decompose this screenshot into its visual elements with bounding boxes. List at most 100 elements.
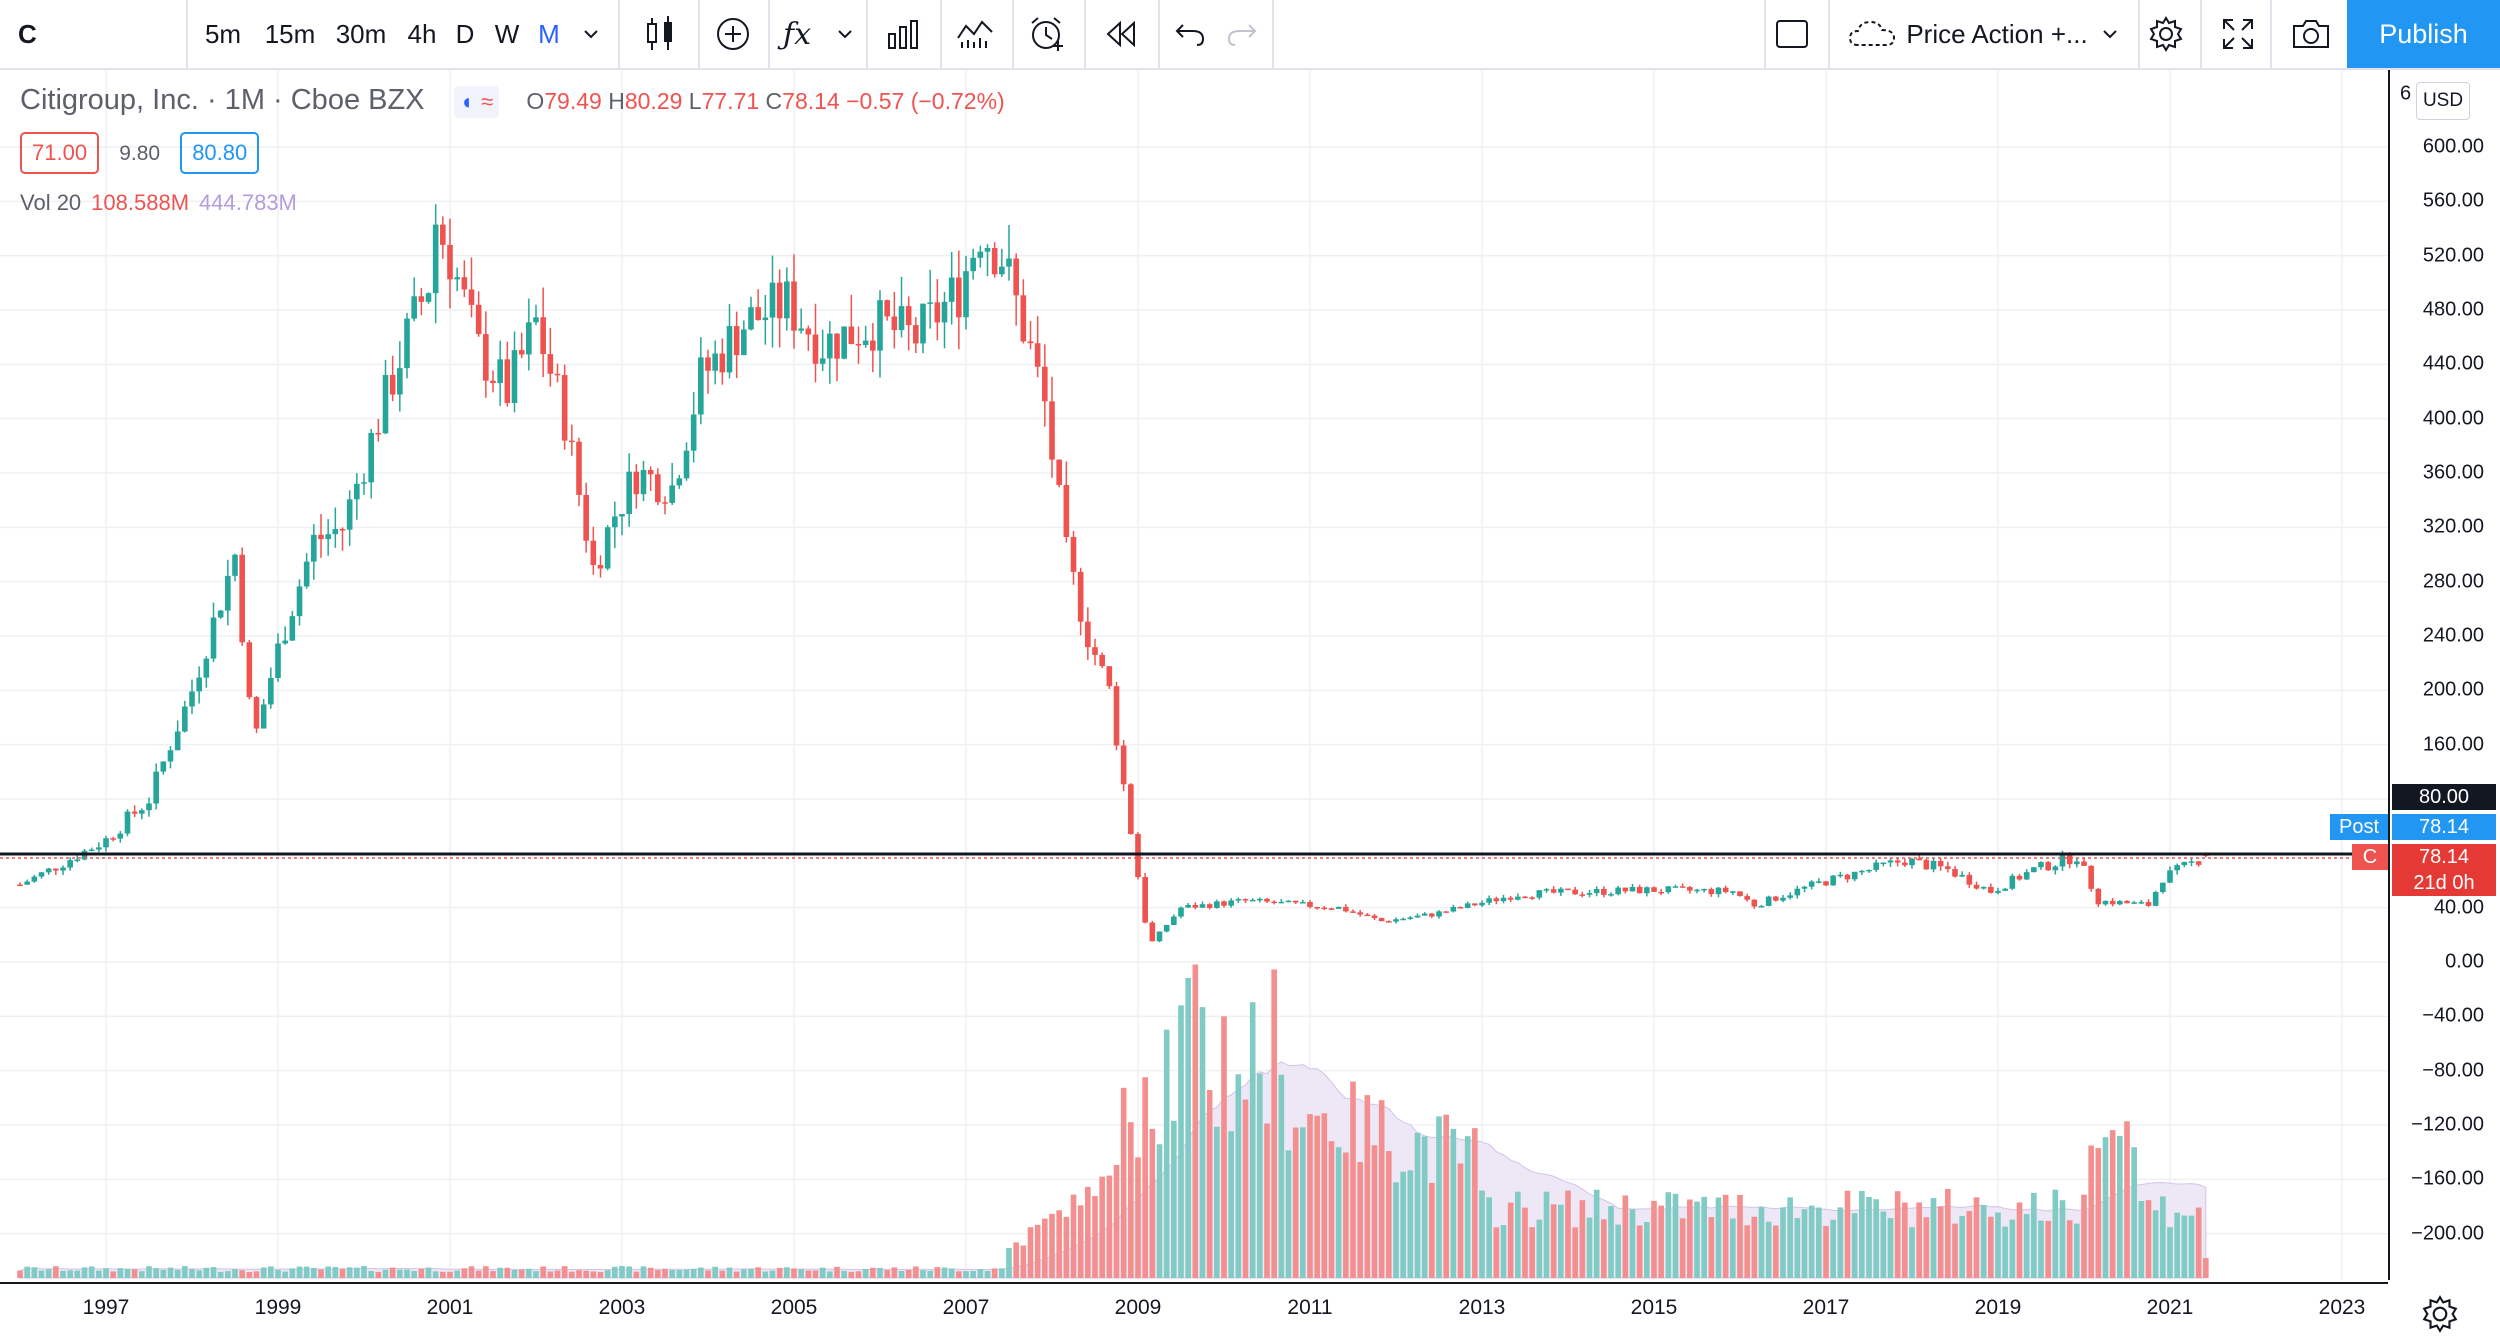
candle-body	[870, 340, 876, 351]
currency-button[interactable]: USD	[2416, 82, 2470, 120]
volume-bars	[17, 964, 2209, 1278]
candle-body	[1866, 869, 1872, 872]
screenshot-button[interactable]	[2284, 0, 2338, 68]
interval-w-button[interactable]: W	[494, 18, 520, 49]
candle-body	[1679, 886, 1686, 888]
volume-bar	[619, 1266, 625, 1278]
volume-bar	[2059, 1200, 2066, 1278]
volume-bar	[418, 1268, 425, 1278]
candle-body	[1206, 904, 1213, 908]
candle-body	[260, 704, 267, 729]
publish-button[interactable]: Publish	[2347, 0, 2500, 68]
settings-button[interactable]	[2140, 0, 2192, 68]
price-tick-label: 200.00	[2422, 678, 2484, 701]
layout-name-button[interactable]: Price Action +...	[1838, 0, 2098, 68]
scale-settings-button[interactable]	[2420, 1294, 2460, 1334]
market-status-badge[interactable]: ◖ ≈	[453, 86, 500, 119]
volume-bar	[1013, 1242, 1019, 1278]
volume-bar	[1787, 1197, 1793, 1278]
interval-m-button[interactable]: M	[538, 18, 560, 49]
volume-bar	[1407, 1170, 1414, 1278]
layout-dropdown-button[interactable]	[2094, 0, 2126, 68]
candle-body	[1077, 571, 1084, 622]
undo-button[interactable]	[1170, 0, 1210, 68]
fullscreen-button[interactable]	[2212, 0, 2264, 68]
candle-body	[1572, 889, 1578, 895]
alert-button[interactable]	[1014, 0, 1080, 68]
candles-icon	[647, 16, 672, 50]
volume-bar	[2102, 1137, 2109, 1278]
interval-5m-button[interactable]: 5m	[204, 18, 242, 49]
volume-bar	[870, 1267, 876, 1278]
interval-4h-button[interactable]: 4h	[407, 18, 437, 49]
buy-button[interactable]: 80.80	[180, 132, 260, 174]
volume-bar	[956, 1271, 962, 1278]
price-scale[interactable]: 6 600.00 560.00 520.00 480.00 440.00 400.00 36…	[2388, 70, 2500, 1280]
change-value: −0.57 (−0.72%)	[846, 88, 1005, 114]
candle-body	[1887, 860, 1894, 863]
chart-area[interactable]: Citigroup, Inc. · 1M · Cboe BZX ◖ ≈ O79.4…	[0, 70, 2500, 1341]
volume-bar	[1142, 1077, 1148, 1278]
interval-30m-button[interactable]: 30m	[335, 18, 387, 49]
symbol-title[interactable]: Citigroup, Inc. · 1M · Cboe BZX	[20, 84, 425, 116]
toolbar-divider	[618, 0, 620, 68]
volume-legend[interactable]: Vol 20 108.588M 444.783M	[20, 190, 297, 216]
chart-type-button[interactable]	[630, 0, 690, 68]
candle-body	[454, 277, 460, 280]
volume-bar	[905, 1269, 912, 1278]
financials-button[interactable]	[870, 0, 936, 68]
volume-bar	[1679, 1218, 1686, 1278]
replay-button[interactable]	[1088, 0, 1154, 68]
volume-bar	[640, 1266, 647, 1278]
candle-body	[1249, 899, 1256, 902]
symbol-price-label: C	[2352, 844, 2388, 870]
candle-body	[354, 483, 360, 500]
redo-button[interactable]	[1222, 0, 1262, 68]
volume-bar	[282, 1271, 288, 1278]
candle-body	[382, 374, 389, 434]
interval-15m-button[interactable]: 15m	[264, 18, 316, 49]
indicators-dropdown-button[interactable]	[830, 0, 860, 68]
toolbar-divider	[2200, 0, 2202, 68]
volume-bar	[67, 1270, 73, 1278]
interval-dropdown-button[interactable]	[576, 0, 606, 68]
compare-symbol-button[interactable]	[700, 0, 766, 68]
interval-d-button[interactable]: D	[455, 18, 475, 49]
select-layout-button[interactable]	[1770, 0, 1814, 68]
candle-body	[1945, 866, 1951, 870]
candle-body	[1930, 860, 1937, 870]
volume-bar	[1873, 1199, 1879, 1278]
volume-bar	[2052, 1189, 2059, 1278]
candle-body	[905, 306, 912, 326]
templates-button[interactable]	[942, 0, 1008, 68]
candle-body	[1378, 918, 1385, 922]
volume-bar	[1959, 1215, 1965, 1278]
candle-body	[633, 471, 640, 495]
candle-body	[2109, 900, 2116, 905]
price-chart[interactable]	[0, 70, 2388, 1280]
time-axis[interactable]: 1997 1999 2001 2003 2005 2007 2009 2011 2013 2015…	[0, 1282, 2388, 1343]
candle-body	[2009, 875, 2016, 889]
candle-body	[2016, 875, 2023, 880]
candle-body	[1235, 899, 1242, 901]
volume-bar	[2066, 1220, 2073, 1278]
sell-button[interactable]: 71.00	[20, 132, 100, 174]
volume-bar	[2009, 1219, 2016, 1278]
candle-body	[1092, 647, 1098, 655]
volume-bar	[1178, 1005, 1184, 1278]
symbol-search-button[interactable]: C	[18, 18, 37, 49]
volume-bar	[1522, 1207, 1528, 1278]
volume-bar	[375, 1271, 382, 1278]
volume-bar	[318, 1269, 324, 1278]
candle-body	[999, 266, 1005, 275]
gear-icon	[2422, 1295, 2458, 1333]
candle-body	[196, 677, 202, 692]
candle-body	[1844, 874, 1851, 880]
indicators-button[interactable]: ƒx	[772, 0, 822, 68]
candle-body	[239, 554, 245, 643]
volume-bar	[1163, 1029, 1170, 1278]
candle-body	[1586, 893, 1593, 895]
top-toolbar: C 5m 15m 30m 4h D W M ƒx	[0, 0, 2500, 70]
volume-bar	[447, 1271, 453, 1278]
volume-bar	[1658, 1205, 1664, 1278]
